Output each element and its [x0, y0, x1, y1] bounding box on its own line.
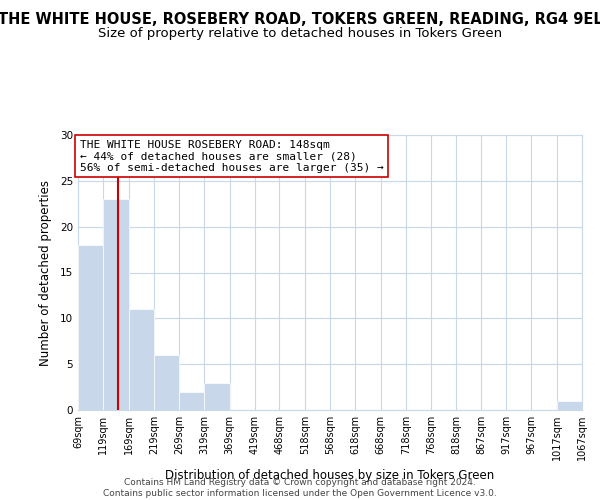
Bar [557, 401, 582, 410]
Bar [103, 199, 128, 410]
Bar [204, 382, 230, 410]
X-axis label: Distribution of detached houses by size in Tokers Green: Distribution of detached houses by size … [166, 468, 494, 481]
Y-axis label: Number of detached properties: Number of detached properties [38, 180, 52, 366]
Text: THE WHITE HOUSE ROSEBERY ROAD: 148sqm
← 44% of detached houses are smaller (28)
: THE WHITE HOUSE ROSEBERY ROAD: 148sqm ← … [80, 140, 383, 173]
Text: Size of property relative to detached houses in Tokers Green: Size of property relative to detached ho… [98, 28, 502, 40]
Bar [179, 392, 204, 410]
Text: THE WHITE HOUSE, ROSEBERY ROAD, TOKERS GREEN, READING, RG4 9EL: THE WHITE HOUSE, ROSEBERY ROAD, TOKERS G… [0, 12, 600, 28]
Bar [154, 355, 179, 410]
Text: Contains HM Land Registry data © Crown copyright and database right 2024.
Contai: Contains HM Land Registry data © Crown c… [103, 478, 497, 498]
Bar [128, 309, 154, 410]
Bar [78, 245, 103, 410]
